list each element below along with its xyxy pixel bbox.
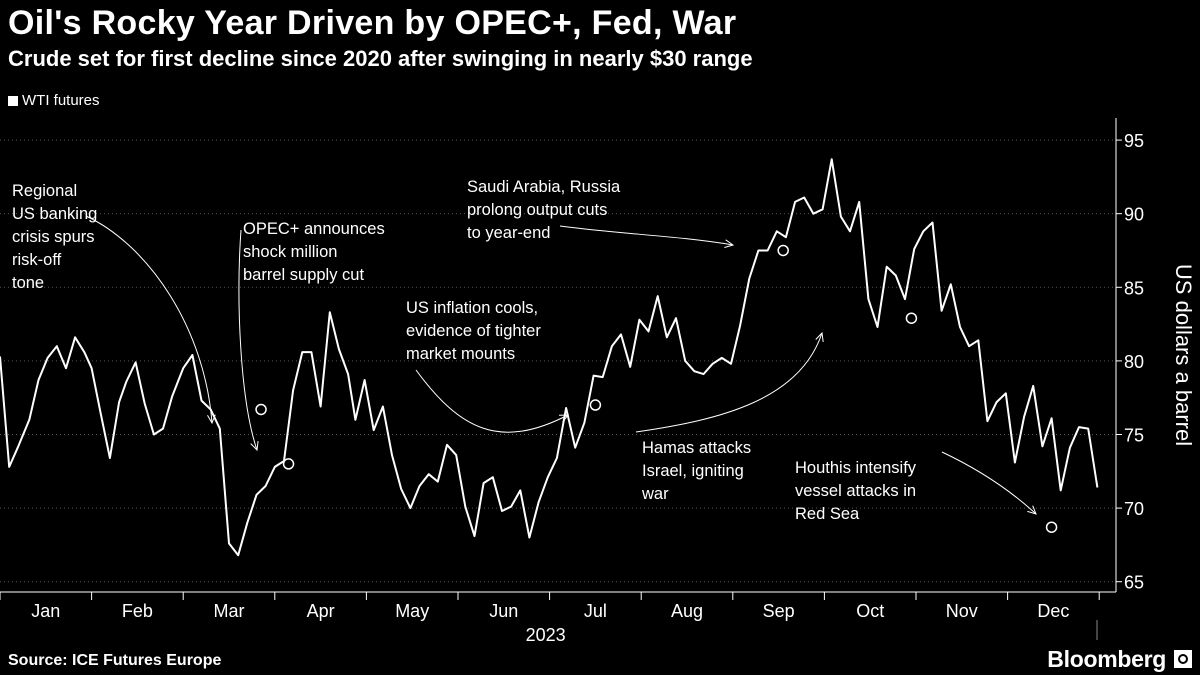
- brand-logo: Bloomberg: [1047, 646, 1166, 672]
- annotation-text: Regional: [12, 182, 77, 200]
- chart-subtitle: Crude set for first decline since 2020 a…: [8, 46, 753, 71]
- annotation-text: vessel attacks in: [795, 482, 916, 500]
- annotation-text: tone: [12, 274, 44, 292]
- x-tick-label: Jul: [584, 601, 607, 621]
- annotation-connector: [415, 369, 569, 433]
- annotation-text: to year-end: [467, 224, 550, 242]
- annotation-connector: [941, 451, 1037, 515]
- annotation-text: Saudi Arabia, Russia: [467, 178, 621, 196]
- annotation-arrowhead: [250, 441, 259, 452]
- x-tick-label: Jun: [489, 601, 518, 621]
- annotation-connector: [238, 229, 258, 451]
- annotation-marker: [255, 403, 267, 416]
- annotation-marker: [777, 244, 789, 257]
- annotation-text: shock million: [243, 243, 337, 261]
- annotation-text: war: [641, 485, 669, 503]
- annotation-marker: [1045, 521, 1058, 533]
- annotation-text: Red Sea: [795, 505, 860, 523]
- x-tick-label: Dec: [1037, 601, 1069, 621]
- x-tick-label: Jan: [31, 601, 60, 621]
- x-tick-label: Sep: [763, 601, 795, 621]
- axes: 65 70 75 80 85 90 95 US dollars a barrel Jan Feb M…: [0, 118, 1196, 645]
- annotation-arrowhead: [1027, 505, 1037, 515]
- y-tick-label: 80: [1124, 352, 1144, 372]
- series-line-wti: [0, 158, 1099, 557]
- x-tick-label: Nov: [946, 601, 978, 621]
- annotation-connector: [559, 225, 734, 246]
- annotation-text: market mounts: [406, 345, 515, 363]
- annotation-connector: [85, 215, 213, 424]
- annotation-text: crisis spurs: [12, 228, 95, 246]
- annotation-marker: [905, 312, 918, 324]
- y-tick-label: 70: [1124, 499, 1144, 519]
- annotation-text: prolong output cuts: [467, 201, 607, 219]
- x-tick-label: Feb: [122, 601, 153, 621]
- y-tick-label: 90: [1124, 205, 1144, 225]
- series-layer: [0, 158, 1099, 557]
- chart-title: Oil's Rocky Year Driven by OPEC+, Fed, W…: [8, 4, 737, 42]
- annotation-connector: [635, 332, 823, 433]
- x-tick-label: Aug: [671, 601, 703, 621]
- annotation-text: Hamas attacks: [642, 439, 751, 457]
- y-axis-label: US dollars a barrel: [1171, 264, 1196, 446]
- x-axis-year-label: 2023: [526, 625, 566, 645]
- annotation-text: barrel supply cut: [243, 266, 364, 284]
- marker-layer: [255, 244, 1058, 533]
- source-note: Source: ICE Futures Europe: [8, 652, 222, 669]
- x-tick-label: May: [395, 601, 429, 621]
- x-tick-label: Mar: [214, 601, 245, 621]
- annotation-text: risk-off: [12, 251, 62, 269]
- annotation-text: evidence of tighter: [406, 322, 541, 340]
- y-tick-label: 65: [1124, 573, 1144, 593]
- annotation-arrowhead: [724, 239, 735, 248]
- legend: WTI futures: [8, 92, 100, 109]
- annotation-text: Israel, igniting: [642, 462, 744, 480]
- annotation-arrowhead: [815, 331, 824, 342]
- annotation-text: Houthis intensify: [795, 459, 917, 477]
- annotation-text: US banking: [12, 205, 97, 223]
- x-tick-label: Apr: [307, 601, 335, 621]
- legend-swatch: [8, 95, 18, 106]
- y-tick-label: 85: [1124, 278, 1144, 298]
- annotation-text: OPEC+ announces: [243, 220, 385, 238]
- annotation-marker: [282, 458, 295, 470]
- y-tick-label: 95: [1124, 131, 1144, 151]
- x-tick-label: Oct: [856, 601, 884, 621]
- annotation-text: US inflation cools,: [406, 299, 538, 317]
- y-tick-label: 75: [1124, 425, 1144, 445]
- bloomberg-icon: [1174, 650, 1192, 668]
- annotation-marker: [589, 399, 602, 411]
- legend-label: WTI futures: [22, 92, 100, 109]
- annotations: Regional US banking crisis spurs risk-off to…: [12, 178, 1037, 523]
